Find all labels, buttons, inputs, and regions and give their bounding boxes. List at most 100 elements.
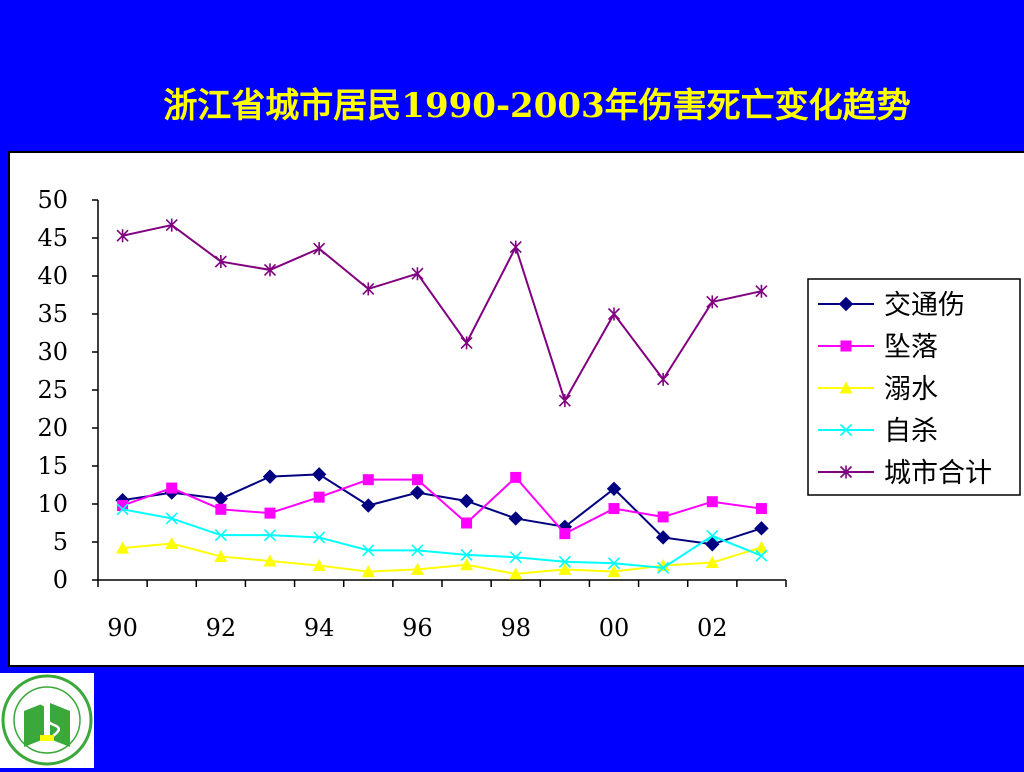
- data-point: [508, 511, 523, 526]
- data-point: [706, 529, 719, 542]
- legend-marker: [839, 465, 853, 479]
- y-tick-label: 40: [37, 262, 68, 290]
- data-point: [116, 229, 129, 243]
- data-point: [165, 218, 178, 232]
- data-point: [117, 500, 129, 512]
- data-point: [313, 491, 325, 503]
- data-point: [459, 493, 474, 509]
- data-point: [755, 284, 768, 298]
- data-point: [411, 474, 423, 486]
- y-tick-label: 25: [37, 376, 68, 404]
- data-point: [311, 467, 327, 482]
- data-point: [166, 482, 178, 494]
- data-point: [558, 562, 572, 575]
- legend-label: 自杀: [884, 416, 938, 447]
- data-point: [657, 372, 670, 386]
- y-tick-label: 0: [53, 566, 68, 594]
- data-point: [362, 544, 375, 557]
- data-point: [411, 267, 424, 281]
- data-point: [460, 558, 474, 571]
- data-point: [361, 565, 375, 578]
- data-point: [214, 529, 227, 542]
- y-tick-label: 35: [37, 300, 68, 328]
- data-point: [263, 263, 277, 277]
- cdc-caduceus-seal-icon: [1, 674, 93, 766]
- data-point: [410, 485, 425, 500]
- legend-label: 坠落: [884, 332, 938, 363]
- data-point: [607, 557, 621, 570]
- x-tick-label: 92: [206, 614, 237, 642]
- data-point: [262, 469, 278, 484]
- legend-marker: [840, 340, 852, 352]
- data-point: [264, 507, 276, 519]
- data-point: [607, 565, 621, 578]
- data-point: [116, 503, 129, 516]
- data-point: [558, 394, 571, 408]
- y-tick-label: 5: [53, 528, 68, 556]
- data-point: [460, 548, 473, 561]
- data-point: [705, 556, 719, 569]
- data-point: [607, 307, 621, 321]
- data-point: [657, 561, 670, 574]
- y-tick-label: 10: [37, 490, 68, 518]
- data-point: [214, 549, 228, 562]
- line-chart: 0 5 10 15 20 25 30 35 40 45 50 90 92 94 96 98 00 02 交通伤坠落溺…: [37, 186, 1021, 642]
- x-tick-label: 94: [304, 614, 335, 642]
- data-point: [509, 240, 522, 254]
- data-point: [706, 496, 718, 508]
- x-tick-label: 02: [697, 614, 728, 642]
- legend-marker: [838, 296, 854, 312]
- data-point: [361, 498, 376, 513]
- legend-marker: [839, 381, 853, 394]
- data-point: [755, 503, 767, 515]
- data-point: [215, 503, 227, 515]
- data-point: [410, 562, 424, 575]
- x-tick-label: 00: [599, 614, 630, 642]
- data-point: [460, 336, 473, 350]
- series-line-1: [122, 475, 762, 535]
- data-point: [755, 549, 768, 562]
- data-point: [214, 255, 227, 269]
- legend-label: 溺水: [884, 374, 938, 405]
- data-point: [461, 517, 473, 529]
- logo: [0, 673, 94, 768]
- data-point: [362, 474, 374, 486]
- data-point: [312, 559, 326, 572]
- data-point: [657, 511, 669, 523]
- x-tick-label: 98: [500, 614, 531, 642]
- legend-label: 城市合计: [884, 458, 992, 489]
- slide-title: 浙江省城市居民1990-2003年伤害死亡变化趋势: [163, 86, 911, 126]
- data-point: [606, 481, 622, 497]
- data-point: [706, 295, 719, 309]
- data-point: [263, 554, 277, 567]
- data-point: [558, 555, 571, 568]
- x-tick-label: 90: [107, 614, 138, 642]
- data-point: [362, 282, 375, 296]
- data-point: [213, 491, 229, 506]
- data-point: [559, 528, 571, 540]
- series-line-0: [122, 473, 762, 546]
- series-line-4: [122, 224, 762, 404]
- data-point: [313, 531, 326, 544]
- data-point: [705, 537, 720, 552]
- data-point: [655, 530, 671, 545]
- chart-panel: 0 5 10 15 20 25 30 35 40 45 50 90 92 94 96 98 00 02 交通伤坠落溺…: [8, 151, 1024, 667]
- x-tick-label: 96: [402, 614, 433, 642]
- data-point: [509, 567, 523, 580]
- legend-marker: [839, 423, 853, 437]
- data-point: [754, 521, 769, 536]
- data-point: [313, 242, 326, 256]
- data-point: [165, 512, 178, 525]
- series-line-3: [122, 508, 762, 569]
- data-point: [165, 537, 179, 550]
- data-point: [509, 551, 522, 564]
- data-point: [754, 540, 768, 553]
- y-tick-label: 45: [37, 224, 68, 252]
- legend-label: 交通伤: [884, 290, 965, 321]
- y-tick-label: 30: [37, 338, 68, 366]
- y-tick-label: 20: [37, 414, 68, 442]
- y-tick-label: 15: [37, 452, 68, 480]
- y-tick-label: 50: [37, 186, 68, 214]
- data-point: [116, 541, 130, 554]
- data-point: [608, 503, 620, 515]
